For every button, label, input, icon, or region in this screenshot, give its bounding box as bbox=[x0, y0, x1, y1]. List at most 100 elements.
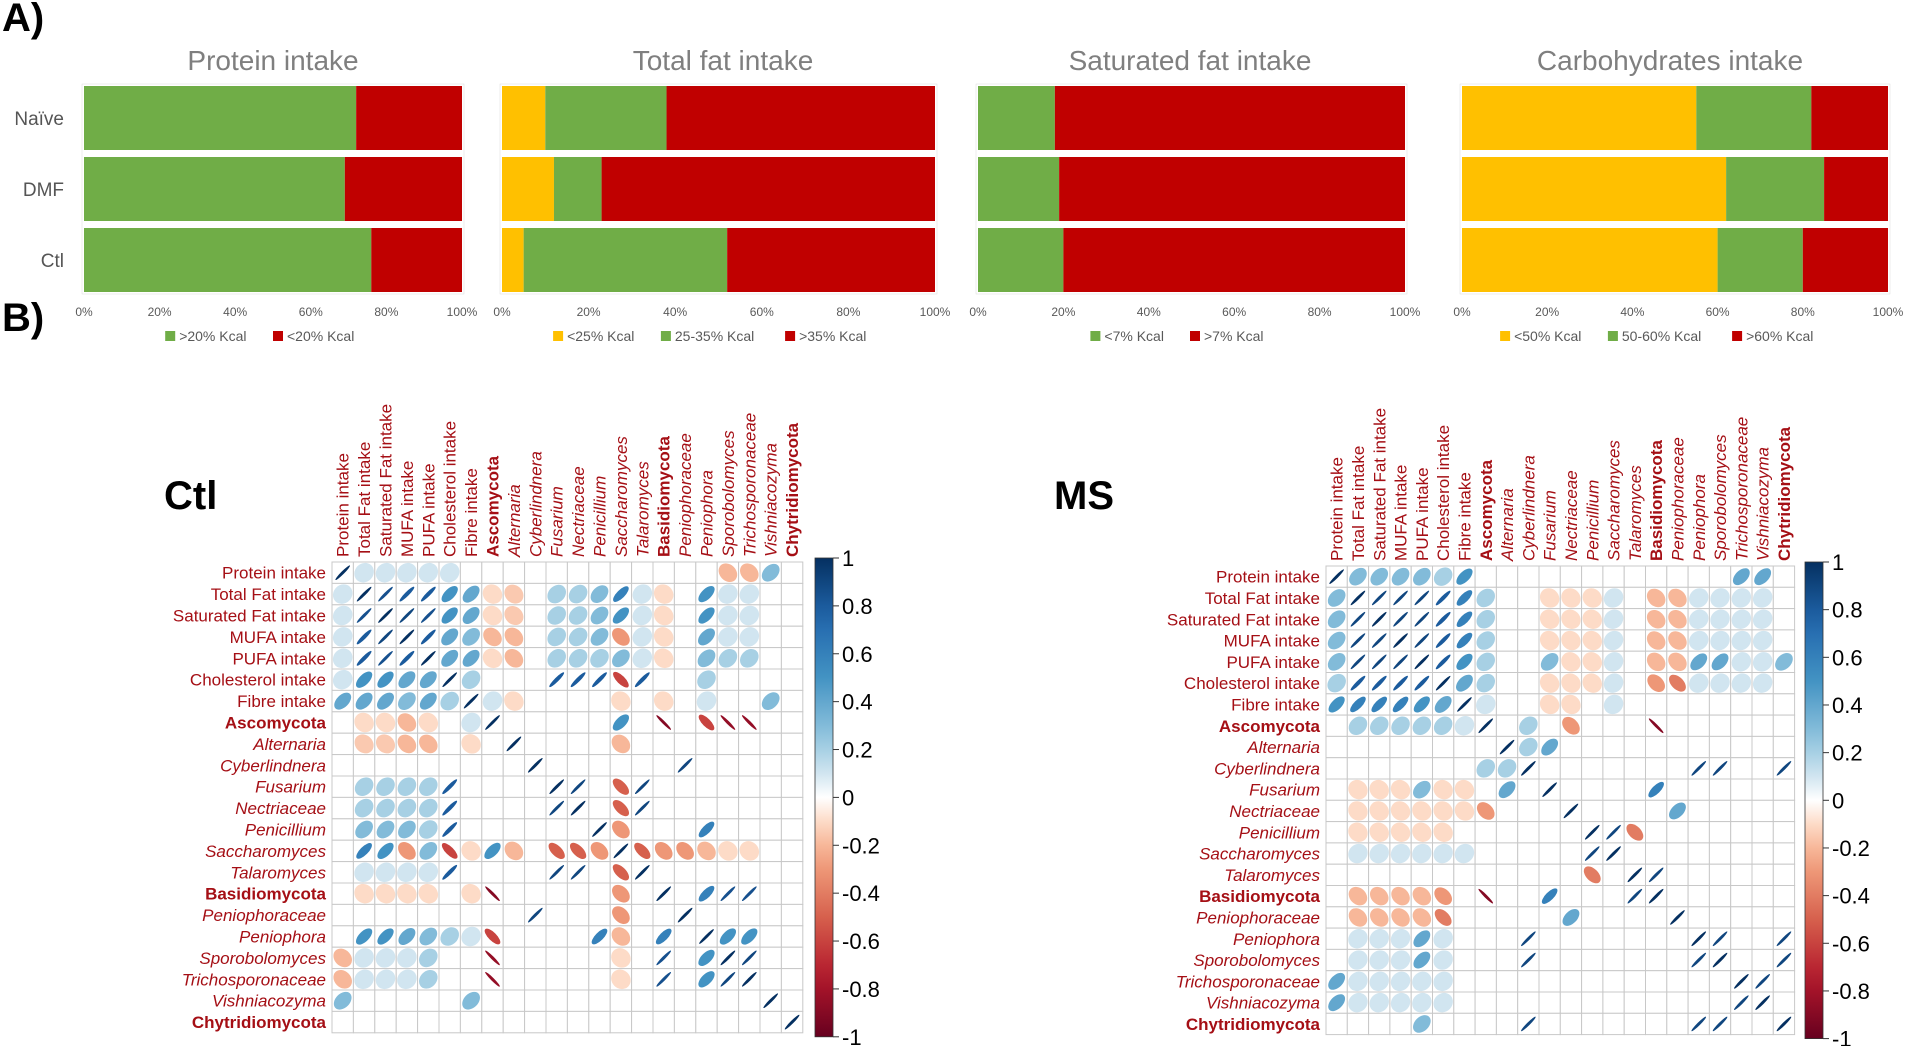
heatmap-cell bbox=[1666, 714, 1689, 737]
correlation-ellipse bbox=[1350, 590, 1366, 606]
heatmap-cell bbox=[780, 861, 804, 884]
row-label: Peniophora bbox=[239, 928, 326, 947]
x-tick-label: 20% bbox=[1535, 305, 1559, 319]
correlation-ellipse bbox=[1393, 675, 1408, 691]
correlation-ellipse bbox=[1349, 567, 1367, 586]
row-label: Trichosporonaceae bbox=[182, 970, 326, 989]
correlation-ellipse bbox=[397, 862, 417, 883]
row-label: Saturated Fat intake bbox=[1167, 610, 1320, 629]
correlation-ellipse bbox=[1390, 822, 1411, 842]
correlation-ellipse bbox=[356, 650, 372, 666]
row-label: Basidiomycota bbox=[1199, 887, 1320, 906]
heatmap-cell bbox=[759, 1010, 782, 1034]
correlation-ellipse bbox=[1350, 633, 1366, 648]
correlation-ellipse bbox=[376, 798, 395, 818]
heatmap-cell bbox=[1453, 970, 1476, 993]
correlation-ellipse bbox=[355, 928, 373, 945]
heatmap-cell bbox=[1623, 693, 1646, 716]
heatmap-cell bbox=[566, 711, 590, 734]
heatmap-cell bbox=[1687, 735, 1710, 759]
correlation-ellipse bbox=[354, 712, 374, 733]
correlation-ellipse bbox=[485, 950, 500, 966]
heatmap-cell bbox=[738, 796, 761, 820]
correlation-ellipse bbox=[1712, 931, 1728, 947]
heatmap-cell bbox=[631, 925, 654, 948]
heatmap-cell bbox=[1495, 906, 1519, 929]
heatmap-cell bbox=[1453, 927, 1476, 950]
column-label: Chytridiomycota bbox=[783, 422, 802, 557]
column-label: Nectriaceae bbox=[1562, 470, 1581, 561]
heatmap-cell bbox=[1623, 586, 1646, 610]
correlation-ellipse bbox=[420, 608, 436, 623]
correlation-ellipse bbox=[1626, 823, 1644, 841]
correlation-ellipse bbox=[1435, 654, 1451, 670]
heatmap-cell bbox=[673, 818, 697, 841]
bar-segment bbox=[84, 228, 372, 292]
correlation-ellipse bbox=[1456, 590, 1473, 606]
column-label: Protein intake bbox=[1328, 457, 1347, 561]
correlation-ellipse bbox=[698, 949, 715, 967]
correlation-ellipse bbox=[1582, 652, 1602, 672]
heatmap-cell bbox=[1772, 714, 1796, 737]
correlation-ellipse bbox=[485, 715, 500, 730]
heatmap-cell bbox=[1517, 906, 1540, 929]
correlation-ellipse bbox=[741, 971, 757, 987]
correlation-ellipse bbox=[1371, 696, 1388, 713]
correlation-ellipse bbox=[418, 562, 439, 583]
correlation-ellipse bbox=[741, 886, 757, 902]
heatmap-cell bbox=[502, 925, 526, 948]
correlation-ellipse bbox=[462, 991, 480, 1010]
bar-segment bbox=[1054, 86, 1405, 150]
heatmap-cell bbox=[1623, 842, 1646, 865]
heatmap-cell bbox=[395, 903, 419, 927]
row-label: Talaromyces bbox=[1224, 866, 1320, 885]
correlation-ellipse bbox=[1390, 950, 1411, 970]
heatmap-cell bbox=[459, 861, 483, 884]
heatmap-cell bbox=[716, 903, 740, 927]
correlation-ellipse bbox=[397, 777, 417, 797]
heatmap-cell bbox=[1389, 757, 1412, 780]
correlation-ellipse bbox=[1328, 972, 1346, 990]
heatmap-cell bbox=[524, 732, 547, 756]
correlation-ellipse bbox=[763, 993, 779, 1009]
correlation-ellipse bbox=[332, 605, 353, 626]
correlation-ellipse bbox=[1668, 588, 1687, 608]
heatmap-cell bbox=[780, 561, 804, 584]
correlation-ellipse bbox=[548, 842, 565, 860]
heatmap-cell bbox=[1751, 1012, 1774, 1036]
correlation-ellipse bbox=[397, 713, 417, 732]
correlation-ellipse bbox=[698, 628, 715, 646]
heatmap-cell bbox=[780, 604, 804, 627]
correlation-ellipse bbox=[1435, 675, 1451, 691]
correlation-ellipse bbox=[1456, 568, 1473, 585]
heatmap-cell bbox=[395, 989, 419, 1012]
correlation-ellipse bbox=[1433, 950, 1453, 970]
heatmap-cell bbox=[566, 1010, 590, 1034]
bar-segment bbox=[1802, 228, 1888, 292]
heatmap-cell bbox=[1623, 629, 1646, 652]
correlation-ellipse bbox=[570, 779, 586, 795]
correlation-ellipse bbox=[1647, 674, 1665, 692]
heatmap-cell bbox=[1687, 885, 1710, 908]
heatmap-cell bbox=[524, 989, 547, 1012]
correlation-ellipse bbox=[1734, 974, 1749, 989]
x-tick-label: 0% bbox=[493, 305, 511, 319]
column-label: Alternaria bbox=[505, 484, 524, 558]
heatmap-cell bbox=[1538, 991, 1561, 1014]
correlation-ellipse bbox=[1646, 609, 1666, 629]
heatmap-cell bbox=[1559, 991, 1583, 1014]
heatmap-cell bbox=[1325, 799, 1348, 823]
heatmap-cell bbox=[652, 796, 675, 820]
heatmap-cell bbox=[502, 754, 526, 777]
heatmap-cell bbox=[631, 1010, 654, 1034]
correlation-ellipse bbox=[1519, 737, 1538, 757]
heatmap-cell bbox=[759, 604, 782, 627]
heatmap-cell bbox=[738, 668, 761, 691]
heatmap-cell bbox=[1730, 906, 1753, 929]
row-label: Talaromyces bbox=[230, 863, 326, 882]
correlation-ellipse bbox=[1348, 886, 1368, 906]
heatmap-cell bbox=[1687, 863, 1710, 887]
correlation-ellipse bbox=[1390, 843, 1411, 864]
heatmap-cell bbox=[695, 903, 718, 927]
legend-swatch bbox=[1190, 331, 1200, 341]
